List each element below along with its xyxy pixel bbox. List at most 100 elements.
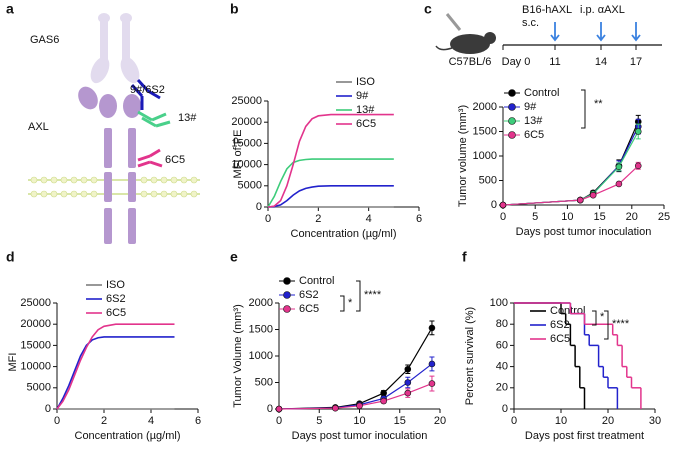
x-tick-label: 15 [593,211,605,223]
schedule-day: 17 [630,56,642,68]
legend-label: 9# [524,101,537,113]
point [404,379,412,386]
significance-bracket [604,310,609,340]
legend-swatch [283,291,291,299]
y-tick-label: 1000 [473,150,497,162]
point [589,191,597,199]
y-tick-label: 2000 [473,101,497,113]
y-tick-label: 2000 [249,297,273,309]
point [428,360,436,368]
y-tick-label: 0 [502,403,508,415]
point [380,397,387,405]
point [499,201,507,209]
y-tick-label: 0 [491,199,497,211]
legend-label: 13# [356,104,375,116]
x-tick-label: 6 [416,213,422,225]
significance-bracket [340,295,345,312]
y-axis-label: MFI of PE [232,130,244,179]
point [356,402,363,410]
significance-bracket [356,280,361,312]
point [332,404,339,412]
panel-label: f [462,249,467,265]
legend-swatch [508,117,516,125]
y-tick-label: 20000 [231,116,262,128]
x-tick-label: 20 [434,415,446,427]
diagram-label: AXL [28,121,49,133]
diagram-label: 9#/6S2 [130,84,165,96]
x-tick-label: 10 [555,415,567,427]
y-tick-label: 5000 [27,382,51,394]
y-tick-label: 1500 [473,125,497,137]
x-tick-label: 0 [276,415,282,427]
y-tick-label: 10000 [231,159,262,171]
x-axis-label: Days post first treatment [525,430,644,442]
y-tick-label: 500 [255,376,273,388]
legend-label: 6C5 [299,303,319,315]
x-tick-label: 10 [561,211,573,223]
y-tick-label: 0 [45,403,51,415]
series-line [56,323,175,410]
y-tick-label: 60 [496,339,508,351]
panel-label: b [230,1,239,17]
point [615,180,623,188]
x-axis-label: Concentration (µg/ml) [75,430,181,442]
x-tick-label: 5 [316,415,322,427]
x-tick-label: 0 [54,415,60,427]
x-tick-label: 0 [500,211,506,223]
y-tick-label: 1500 [249,323,273,335]
annotation: **** [612,318,630,330]
schedule-day: 11 [549,56,560,68]
x-tick-label: 4 [366,213,372,225]
annotation: * [600,311,605,323]
x-tick-label: 10 [353,415,365,427]
y-tick-label: 25000 [231,95,262,107]
legend-swatch [283,305,291,313]
y-axis-label: Percent survival (%) [464,307,476,405]
schedule-day: 14 [595,56,607,68]
x-tick-label: 20 [626,211,638,223]
x-tick-label: 30 [649,415,661,427]
x-tick-label: 4 [148,415,154,427]
legend-label: ISO [356,76,375,88]
diagram-label: 6C5 [165,154,185,166]
point [275,405,283,413]
legend-label: Control [299,275,334,287]
y-tick-label: 40 [496,361,508,373]
x-tick-label: 15 [394,415,406,427]
legend-swatch [283,277,291,285]
y-tick-label: 0 [267,403,273,415]
y-tick-label: 5000 [238,180,262,192]
x-axis-label: Days post tumor inoculation [516,226,652,238]
legend-label: 6S2 [106,293,126,305]
x-tick-label: 0 [265,213,271,225]
x-tick-label: 0 [511,415,517,427]
significance-bracket [581,89,586,129]
y-tick-label: 80 [496,318,508,330]
y-tick-label: 20000 [20,318,51,330]
legend-label: 6C5 [106,307,126,319]
series-line [267,113,394,208]
x-tick-label: 2 [101,415,107,427]
x-tick-label: 5 [532,211,538,223]
point [404,389,412,397]
y-tick-label: 15000 [231,137,262,149]
schedule-text: i.p. αAXL [580,4,625,16]
schedule: B16-hAXL s.c. i.p. αAXL C57BL/6 Day 0 11… [435,4,662,68]
legend-label: 9# [356,90,369,102]
x-tick-label: 2 [315,213,321,225]
legend-label: Control [524,87,559,99]
legend-label: 6S2 [299,289,319,301]
series-line [267,185,394,208]
point [634,162,642,170]
annotation: **** [364,289,382,301]
y-tick-label: 20 [496,382,508,394]
x-tick-label: 6 [195,415,201,427]
legend-label: 6C5 [550,333,570,345]
y-axis-label: MFI [7,353,19,372]
x-tick-label: 20 [602,415,614,427]
point [428,380,436,387]
panel-label: a [6,1,14,17]
panel-label: d [6,249,15,265]
x-axis-label: Concentration (µg/ml) [291,228,397,240]
diagram: GAS6 AXL 9#/6S2 13# 6C5 [28,13,200,244]
